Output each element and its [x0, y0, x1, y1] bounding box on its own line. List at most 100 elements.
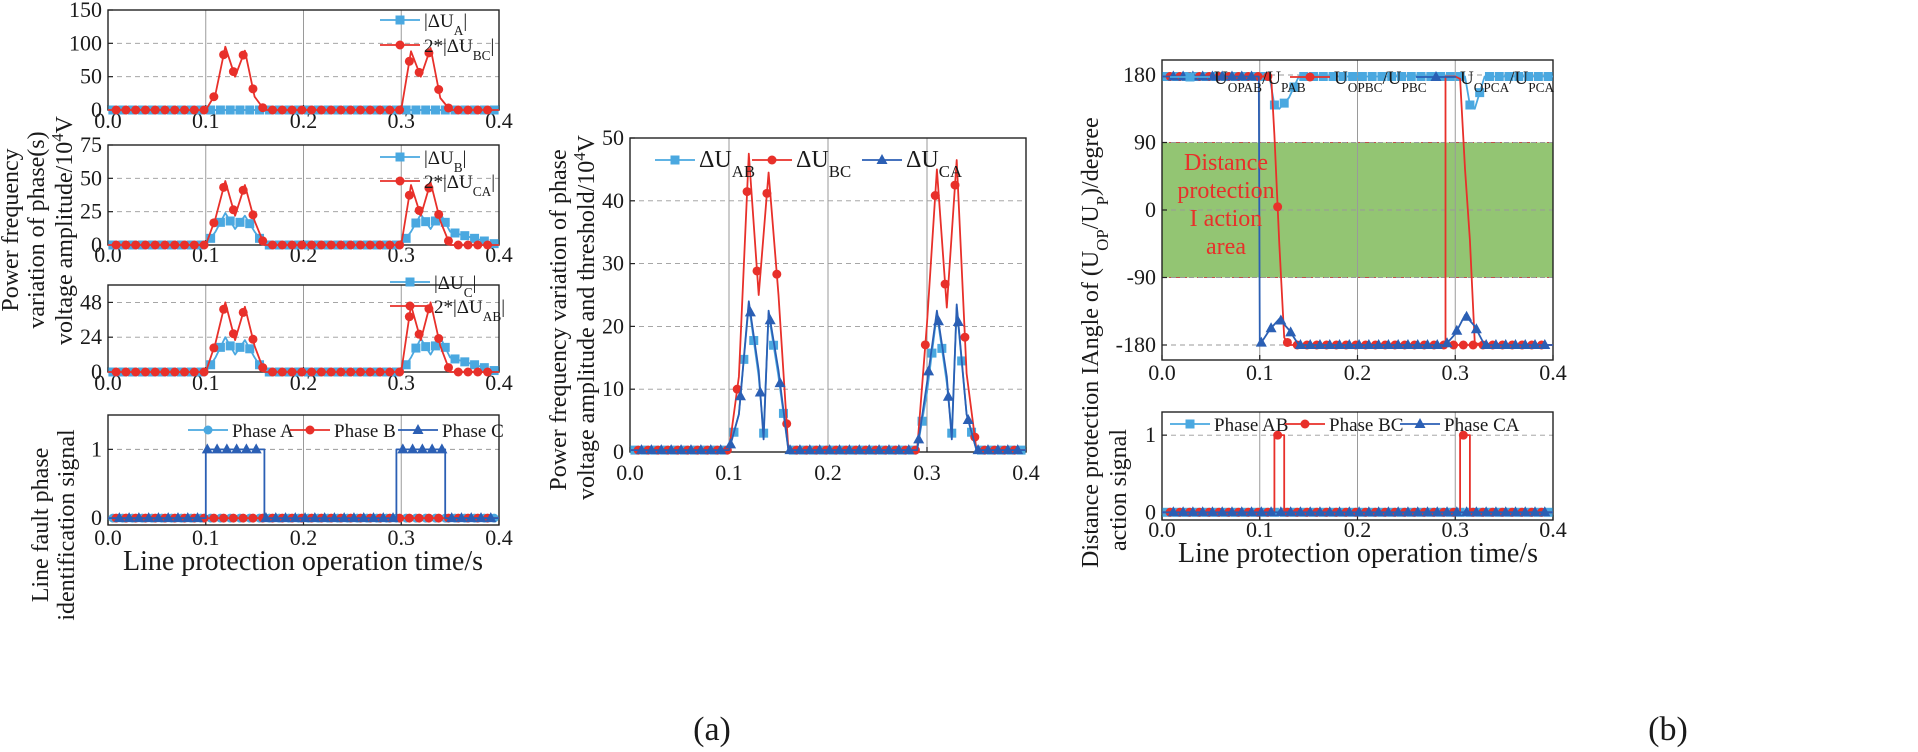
- data-marker: [199, 240, 209, 250]
- y-tick-label: 0: [91, 359, 102, 384]
- data-marker: [299, 512, 311, 523]
- data-marker: [297, 105, 307, 115]
- legend-marker: [1185, 419, 1195, 429]
- y-tick-label: 0: [91, 505, 102, 530]
- legend-label: UOPAB/UPAB: [1214, 68, 1306, 95]
- data-marker: [375, 367, 385, 377]
- data-marker: [1412, 339, 1424, 349]
- data-marker: [1236, 506, 1248, 517]
- data-marker: [401, 360, 411, 370]
- data-marker: [326, 240, 336, 250]
- data-marker: [411, 105, 421, 115]
- x-tick-label: 0.1: [715, 460, 743, 485]
- data-marker: [463, 367, 473, 377]
- legend-marker: [395, 15, 405, 25]
- data-marker: [685, 444, 697, 455]
- x-tick-label: 0.3: [1442, 360, 1470, 385]
- data-marker: [1421, 506, 1433, 517]
- data-marker: [1294, 506, 1306, 517]
- data-marker: [277, 240, 287, 250]
- data-marker: [162, 512, 174, 523]
- data-marker: [221, 443, 233, 454]
- data-marker: [1412, 506, 1424, 517]
- data-marker: [209, 343, 219, 353]
- data-marker: [1455, 72, 1465, 81]
- legend-marker: [395, 176, 405, 186]
- y-tick-label: 50: [80, 64, 102, 89]
- data-marker: [483, 105, 493, 115]
- data-marker: [784, 444, 796, 455]
- data-marker: [1470, 323, 1482, 334]
- data-marker: [1490, 506, 1502, 517]
- data-marker: [287, 105, 297, 115]
- data-marker: [1216, 506, 1228, 517]
- data-marker: [426, 443, 438, 454]
- x-tick-label: 0.2: [1344, 517, 1372, 542]
- data-marker: [1216, 70, 1228, 81]
- data-marker: [695, 444, 707, 455]
- region-label: I action: [1190, 206, 1263, 232]
- y-tick-label: 0: [91, 97, 102, 122]
- data-marker: [280, 512, 292, 523]
- data-marker: [404, 56, 414, 66]
- legend-marker: [876, 154, 888, 164]
- data-marker: [336, 105, 346, 115]
- data-marker: [189, 240, 199, 250]
- data-marker: [328, 512, 340, 523]
- legend-marker: [767, 155, 777, 165]
- y-axis-label: voltage amplitude/104V: [48, 115, 79, 345]
- data-marker: [950, 180, 960, 190]
- data-marker: [443, 363, 453, 373]
- legend-marker: [1300, 419, 1310, 429]
- data-marker: [395, 105, 405, 115]
- x-tick-label: 0.4: [485, 525, 513, 550]
- data-marker: [180, 240, 190, 250]
- data-marker: [920, 340, 930, 350]
- legend-label: 2*|ΔUAB|: [434, 297, 505, 324]
- data-marker: [982, 444, 994, 455]
- legend-label: ΔUAB: [699, 147, 755, 181]
- data-marker: [1470, 506, 1482, 517]
- data-marker: [225, 105, 235, 115]
- data-marker: [1484, 72, 1494, 81]
- data-marker: [1406, 72, 1416, 81]
- legend-marker: [203, 425, 213, 435]
- y-axis-label: action signal: [1106, 429, 1132, 551]
- data-marker: [150, 105, 160, 115]
- y-axis-label: Line fault phase: [28, 448, 54, 603]
- data-marker: [1314, 339, 1326, 349]
- data-marker: [1167, 506, 1179, 517]
- y-tick-label: 0: [91, 232, 102, 257]
- data-marker: [1468, 340, 1478, 350]
- data-marker: [248, 334, 258, 344]
- data-marker: [316, 367, 326, 377]
- data-marker: [209, 218, 219, 228]
- data-marker: [675, 444, 687, 455]
- x-tick-label: 0.0: [1148, 360, 1176, 385]
- y-tick-label: 1: [91, 436, 102, 461]
- data-marker: [782, 419, 792, 429]
- data-marker: [1353, 506, 1365, 517]
- data-marker: [1539, 339, 1551, 349]
- data-marker: [206, 360, 216, 370]
- data-marker: [414, 329, 424, 339]
- data-marker: [248, 84, 258, 94]
- data-marker: [199, 105, 209, 115]
- x-tick-label: 0.3: [388, 525, 416, 550]
- data-marker: [1255, 506, 1267, 517]
- data-marker: [401, 105, 411, 115]
- data-marker: [180, 105, 190, 115]
- y-tick-label: -180: [1116, 332, 1156, 357]
- data-marker: [734, 390, 746, 401]
- data-marker: [143, 512, 155, 523]
- data-marker: [414, 67, 424, 77]
- data-marker: [1273, 430, 1283, 440]
- data-marker: [863, 444, 875, 455]
- data-marker: [150, 367, 160, 377]
- data-marker: [307, 367, 317, 377]
- data-marker: [240, 443, 252, 454]
- data-marker: [307, 105, 317, 115]
- x-tick-label: 0.4: [1539, 360, 1567, 385]
- data-marker: [199, 367, 209, 377]
- data-marker: [1294, 339, 1306, 349]
